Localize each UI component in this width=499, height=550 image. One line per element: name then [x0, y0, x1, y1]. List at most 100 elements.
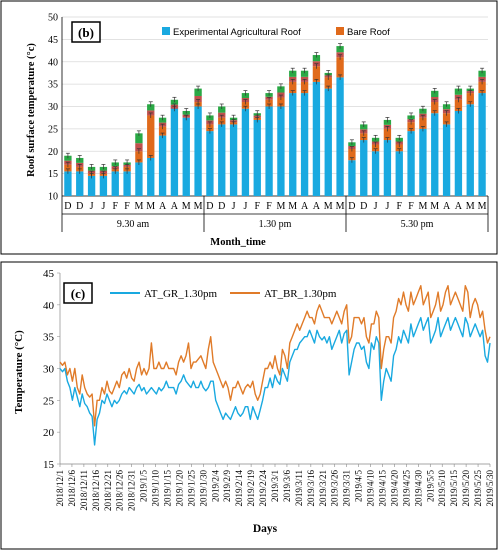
bar-bare — [442, 113, 451, 125]
bar-top — [147, 104, 155, 111]
b-y-tick-label: 25 — [48, 124, 58, 135]
bar-agri — [407, 131, 415, 196]
c-x-tick-label: 2019/3/21 — [318, 470, 328, 507]
bar-agri — [182, 117, 190, 196]
c-x-tick-label: 2019/1/15 — [163, 470, 173, 507]
bar-agri — [170, 106, 179, 196]
c-x-tick-label: 2018/12/6 — [67, 470, 77, 507]
bar-bare — [419, 117, 427, 129]
b-y-tick-label: 50 — [48, 13, 58, 24]
c-x-tick-label: 2019/3/31 — [342, 470, 352, 507]
c-x-tick-label: 2019/1/20 — [174, 470, 184, 507]
bar-agri — [64, 171, 72, 196]
b-x-tick-label: A — [159, 201, 167, 212]
bar-agri — [229, 124, 238, 196]
b-x-tick-label: F — [408, 201, 414, 212]
bar-bare — [277, 97, 285, 107]
bar-bare — [348, 149, 356, 161]
b-x-tick-label: M — [134, 201, 143, 212]
bar-agri — [265, 106, 273, 196]
bar-mid — [194, 95, 202, 103]
c-x-tick-label: 2019/3/16 — [306, 470, 316, 507]
bar-bare — [395, 144, 403, 152]
bar-bare — [336, 57, 344, 78]
c-y-tick-label: 15 — [43, 459, 55, 471]
bar-bare — [431, 102, 439, 114]
legend-agri-swatch — [162, 27, 170, 35]
bar-bare — [312, 66, 321, 82]
bar-bare — [135, 151, 143, 163]
bar-agri — [395, 151, 403, 196]
bar-agri — [76, 171, 84, 196]
b-y-axis-title: Roof surface temperature (°c) — [26, 43, 37, 177]
bar-bare — [478, 81, 486, 94]
b-x-tick-label: D — [206, 201, 213, 212]
b-y-tick-label: 20 — [48, 147, 58, 158]
bar-bare — [407, 122, 415, 132]
bar-agri — [419, 128, 427, 196]
bar-agri — [324, 88, 332, 196]
bar-agri — [135, 162, 143, 196]
c-lines — [59, 285, 491, 446]
bar-top — [336, 46, 344, 53]
bar-agri — [442, 124, 451, 196]
bar-bare — [158, 126, 167, 136]
bar-agri — [289, 93, 297, 196]
c-series-line — [59, 316, 491, 446]
c-x-tick-label: 2019/5/15 — [449, 470, 459, 507]
c-x-tick-label: 2019/2/14 — [234, 470, 244, 507]
b-x-tick-label: M — [194, 201, 203, 212]
bar-bare — [289, 81, 297, 94]
bar-top — [218, 106, 226, 113]
c-panel-label: (c) — [71, 286, 85, 301]
c-x-tick-label: 2019/4/20 — [389, 470, 399, 507]
bar-agri — [147, 157, 155, 196]
legend-bare-swatch — [336, 27, 344, 35]
bar-agri — [111, 171, 119, 196]
b-x-ticks: D D J J F F M M A A M M D D J J F F M M A A M M D D J J F F M M A A M M9.30… — [61, 196, 489, 232]
bar-agri — [300, 93, 309, 196]
b-x-tick-label: D — [76, 201, 83, 212]
b-x-tick-label: D — [64, 201, 71, 212]
c-x-tick-label: 2019/3/26 — [330, 470, 340, 507]
c-x-tick-label: 2019/5/30 — [485, 470, 495, 507]
c-x-tick-label: 2019/4/10 — [366, 470, 376, 507]
bar-agri — [360, 140, 368, 196]
c-x-ticks: 2018/12/1 2018/12/6 2018/12/11 2018/12/16 20… — [55, 464, 495, 511]
b-x-tick-label: J — [374, 201, 378, 212]
b-grid — [61, 16, 488, 197]
c-x-tick-label: 2019/2/24 — [258, 470, 268, 507]
b-x-tick-label: J — [243, 201, 247, 212]
panel-c-frame — [0, 261, 498, 550]
b-x-tick-label: M — [324, 201, 333, 212]
b-x-tick-label: A — [443, 201, 451, 212]
bar-top — [194, 88, 202, 96]
b-x-tick-label: A — [171, 201, 179, 212]
b-group-label: 5.30 pm — [401, 219, 434, 230]
panel-b-frame — [0, 0, 498, 255]
b-y-tick-label: 10 — [48, 192, 58, 203]
b-x-tick-label: M — [288, 201, 297, 212]
c-x-tick-label: 2019/1/30 — [198, 470, 208, 507]
bar-top — [135, 133, 143, 144]
b-x-tick-label: F — [266, 201, 272, 212]
b-panel-label: (b) — [78, 25, 94, 40]
bar-bare — [206, 124, 214, 132]
b-x-tick-label: M — [418, 201, 427, 212]
c-x-tick-label: 2019/3/1 — [270, 470, 280, 502]
bar-bare — [466, 93, 474, 105]
bar-bare — [241, 102, 250, 109]
bar-agri — [277, 106, 285, 196]
c-x-tick-label: 2019/1/10 — [151, 470, 161, 507]
bar-top — [454, 88, 463, 95]
bar-top — [289, 70, 297, 77]
bar-agri — [431, 113, 439, 196]
bar-bare — [64, 164, 72, 172]
b-bars — [64, 43, 486, 196]
bar-agri — [336, 77, 344, 196]
b-x-tick-label: M — [182, 201, 191, 212]
bar-agri — [253, 119, 261, 196]
c-label-box — [63, 282, 93, 304]
c-x-tick-label: 2019/4/15 — [378, 470, 388, 507]
